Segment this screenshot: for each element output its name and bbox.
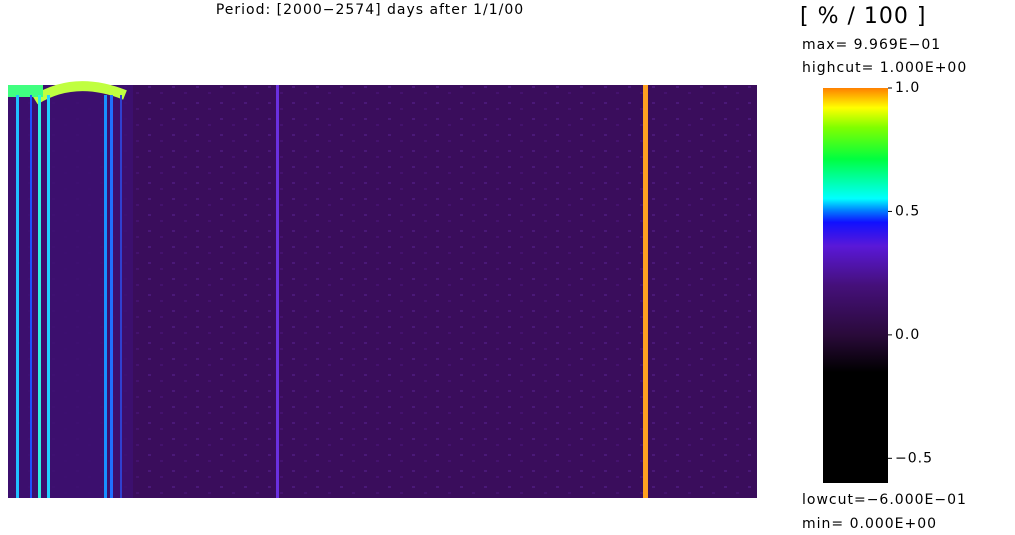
min-label: min= 0.000E+00 (802, 516, 937, 532)
chart-title: Period: [2000−2574] days after 1/1/00 (216, 2, 524, 18)
colorbar-tick-label: 0.0 (895, 327, 920, 343)
colorbar-scale (823, 88, 888, 483)
colorbar-unit: [ % / 100 ] (800, 4, 926, 29)
highcut-label: highcut= 1.000E+00 (802, 60, 967, 76)
chart: Period: [2000−2574] days after 1/1/00 [ … (0, 0, 1015, 535)
heatmap-field (8, 85, 757, 498)
lowcut-label: lowcut=−6.000E−01 (802, 492, 967, 508)
max-label: max= 9.969E−01 (802, 37, 941, 53)
colorbar-tick-label: 0.5 (895, 203, 920, 219)
colorbar-tick-label: −0.5 (895, 450, 933, 466)
colorbar-tick-label: 1.0 (895, 80, 920, 96)
